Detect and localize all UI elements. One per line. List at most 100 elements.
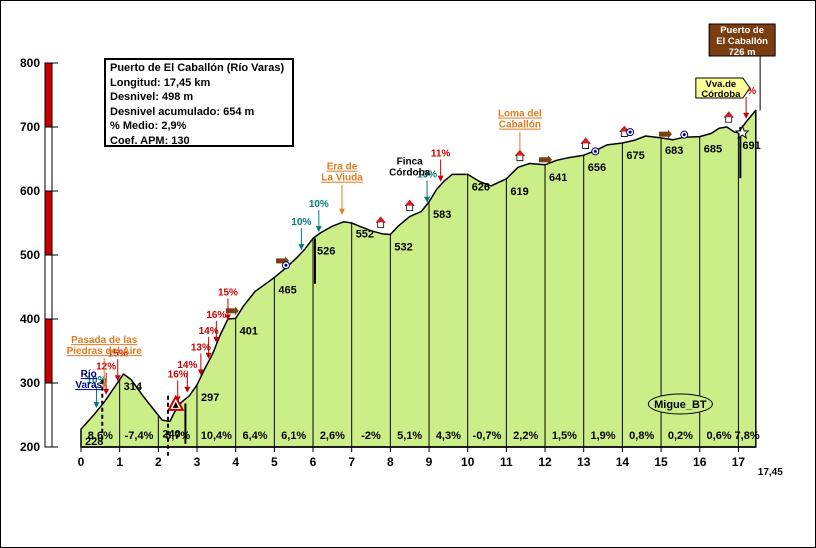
x-tick-label: 4 [232, 455, 239, 469]
direction-sign-label: Vva.de [706, 79, 737, 90]
km-altitude-label: 401 [240, 325, 258, 337]
y-tick-label: 800 [20, 56, 40, 70]
direction-sign-arrow [667, 129, 672, 139]
star-icon [735, 124, 750, 140]
segment-grade-label: 5,7% [165, 430, 190, 442]
ramp-arrow-head [197, 369, 204, 376]
place-label: La Viuda [321, 173, 363, 184]
x-end-label: 17,45 [758, 467, 783, 478]
y-tick-label: 300 [20, 376, 40, 390]
km-altitude-label: 297 [201, 392, 219, 404]
ramp-labels: 10%12%15%16%14%13%14%16%15%10%10%10%11%1… [86, 86, 756, 409]
y-tick-label: 600 [20, 184, 40, 198]
x-tick-label: 10 [461, 455, 475, 469]
route-apm-coefficient: Coef. APM: 130 [110, 134, 190, 147]
summit-sign-label: Puerto de [720, 25, 764, 36]
ramp-arrow-head [424, 196, 431, 203]
km-altitude-label: 641 [549, 172, 567, 184]
km-altitude-label: 656 [588, 162, 606, 174]
direction-sign-arrow [234, 306, 239, 316]
segment-grades: 8,6% -7,4% 5,7% 10,4% 6,4% 6,1% 2,6% -2% 5,1% 4,3… [88, 430, 760, 442]
segment-grade-label: 0,6% [707, 430, 732, 442]
profile-area [80, 109, 757, 448]
house-roof-icon [514, 149, 525, 156]
route-average-grade: % Medio: 2,9% [110, 120, 187, 132]
x-tick-label: 1 [116, 455, 123, 469]
y-axis-band [44, 126, 53, 192]
y-axis-band [44, 254, 53, 320]
ramp-grade-label: 10% [86, 375, 106, 386]
y-axis-band [44, 382, 53, 448]
direction-sign-icon [658, 131, 668, 137]
place-arrow-head [339, 208, 346, 215]
y-axis-band [44, 190, 53, 256]
route-info-box: Puerto de El Caballón (Río Varas) Longit… [104, 58, 294, 147]
y-tick-label: 500 [20, 248, 40, 262]
x-tick-label: 0 [78, 455, 85, 469]
km-altitude-label: 240 [162, 428, 180, 440]
ramp-grade-label: 15% [108, 348, 128, 359]
segment-grade-label: 0,8% [629, 430, 654, 442]
ramp-arrow-head [437, 175, 444, 182]
direction-sign-arrow [548, 155, 553, 165]
km-altitude-label: 675 [626, 150, 644, 162]
house-roof-icon [723, 111, 734, 118]
direction-sign-label: Córdoba [701, 89, 741, 100]
house-roof-icon [580, 137, 591, 144]
ramp-arrow-head [315, 226, 322, 233]
summit-sign-label: 726 m [729, 47, 756, 58]
x-tick-label: 17 [732, 455, 746, 469]
x-tick-label: 2 [155, 455, 162, 469]
x-tick-label: 11 [500, 455, 513, 469]
segment-grade-label: 6,4% [242, 430, 267, 442]
km-altitude-label: 465 [278, 284, 296, 296]
segment-grade-label: 2,2% [513, 430, 538, 442]
segment-grade-label: -7,4% [125, 430, 154, 442]
km-altitude-label: 532 [394, 242, 412, 254]
ramp-grade-label: 14% [199, 326, 219, 337]
km-altitude-label: 691 [742, 140, 760, 152]
direction-sign-icon [225, 308, 235, 314]
ramp-arrow-head [205, 352, 212, 359]
y-axis-scale: 200 300 400 500 600 700 800 [20, 56, 58, 454]
km-altitude-label: 685 [704, 144, 722, 156]
ramp-grade-label: 16% [168, 369, 188, 380]
place-label: Loma del [498, 109, 542, 120]
x-tick-label: 3 [194, 455, 201, 469]
water-icon-dot [593, 149, 597, 153]
y-axis-band [44, 62, 53, 128]
place-label: Caballón [499, 120, 541, 131]
x-tick-label: 16 [693, 455, 707, 469]
segment-grade-label: 10,4% [201, 430, 232, 442]
ramp-arrow-head [93, 402, 100, 409]
x-tick-label: 6 [310, 455, 317, 469]
segment-grade-label: 6,1% [281, 430, 306, 442]
place-label: Río [81, 369, 97, 380]
km-altitude-label: 314 [124, 381, 143, 393]
ramp-grade-label: 15% [218, 287, 238, 298]
direction-sign-icon [276, 258, 286, 264]
km-altitude-label: 526 [317, 245, 335, 257]
ramp-grade-label: 13% [191, 343, 211, 354]
km-altitude-label: 626 [472, 181, 490, 193]
y-axis-band [44, 318, 53, 384]
ramp-grade-label: 10% [417, 170, 437, 181]
x-tick-label: 5 [271, 455, 278, 469]
ramp-grade-label: 14% [177, 360, 197, 371]
ramp-arrow-head [114, 375, 121, 382]
direction-sign-icon [539, 157, 549, 163]
y-tick-label: 400 [20, 312, 40, 326]
route-title: Puerto de El Caballón (Río Varas) [110, 62, 285, 74]
watermark-label: Migue_BT [654, 399, 707, 411]
route-icons [101, 111, 750, 457]
ramp-grade-label: 11% [431, 149, 451, 160]
place-label: Pasada de las [71, 335, 138, 346]
route-cumulative-gain: Desnivel acumulado: 654 m [110, 105, 255, 118]
ramp-grade-label: 12% [96, 362, 116, 373]
y-tick-label: 700 [20, 120, 40, 134]
route-elevation-gain: Desnivel: 498 m [110, 91, 194, 103]
